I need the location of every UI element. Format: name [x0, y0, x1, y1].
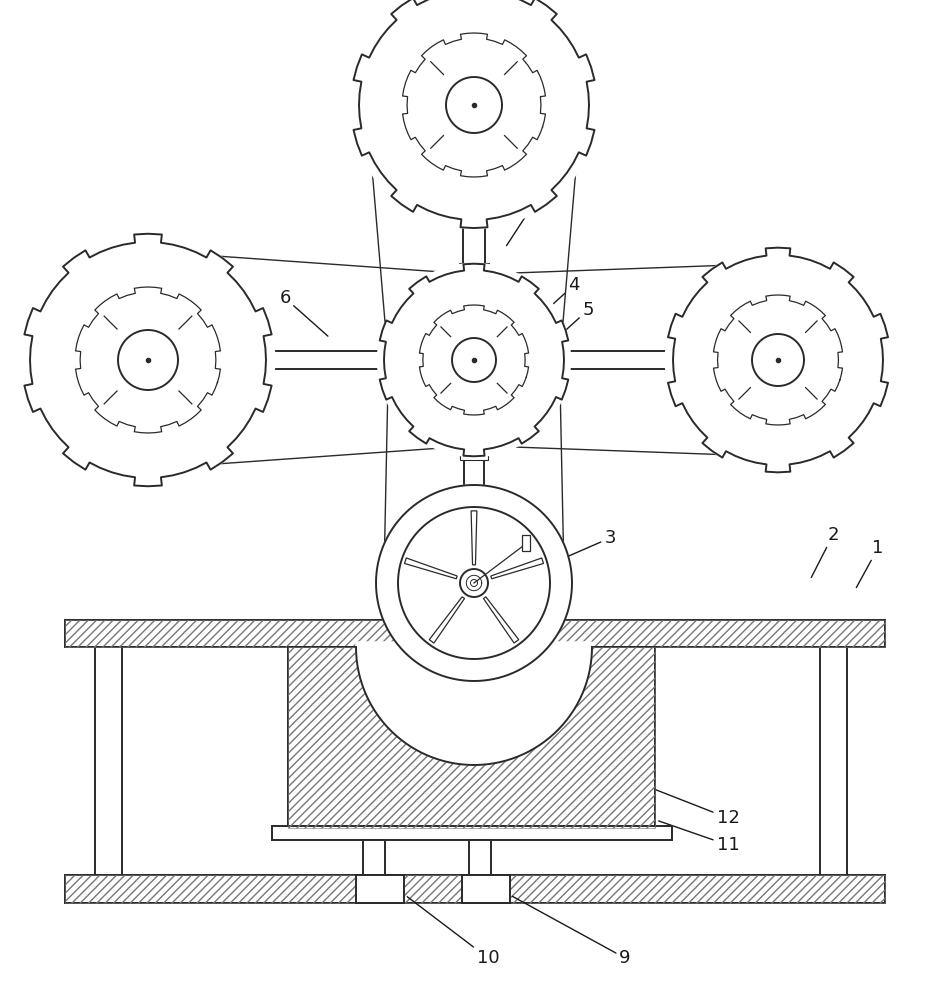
Bar	[363, 840, 385, 875]
Polygon shape	[668, 248, 888, 472]
Bar	[464, 452, 484, 534]
Bar	[460, 448, 488, 454]
Polygon shape	[25, 234, 271, 486]
Bar	[469, 840, 491, 875]
Polygon shape	[483, 597, 519, 643]
Bar	[564, 351, 673, 369]
Polygon shape	[354, 0, 594, 228]
Polygon shape	[380, 264, 568, 456]
Bar	[266, 351, 384, 369]
Polygon shape	[491, 558, 544, 579]
Circle shape	[664, 247, 891, 473]
Bar	[288, 647, 655, 828]
Text: 5: 5	[549, 301, 594, 346]
Polygon shape	[398, 507, 550, 659]
Bar	[522, 535, 530, 551]
Polygon shape	[752, 334, 804, 386]
Bar	[65, 875, 885, 903]
Text: 6: 6	[279, 289, 328, 336]
Bar	[381, 347, 388, 373]
Text: 11: 11	[659, 821, 739, 854]
Text: 4: 4	[532, 276, 580, 323]
Bar	[272, 826, 672, 840]
Polygon shape	[713, 295, 843, 425]
Polygon shape	[460, 569, 488, 597]
Polygon shape	[402, 33, 546, 177]
Bar	[459, 263, 489, 270]
Polygon shape	[452, 338, 496, 382]
Polygon shape	[471, 511, 477, 565]
Bar	[65, 620, 885, 647]
Bar	[65, 875, 885, 903]
Text: 1: 1	[856, 539, 884, 588]
Polygon shape	[471, 580, 477, 586]
Bar	[356, 875, 404, 903]
Text: 10: 10	[407, 897, 499, 967]
Bar	[288, 647, 655, 828]
Text: 3: 3	[558, 529, 616, 561]
Polygon shape	[376, 485, 572, 681]
Circle shape	[377, 263, 571, 457]
Bar	[65, 620, 885, 647]
Bar	[462, 875, 510, 903]
Polygon shape	[419, 305, 529, 415]
Polygon shape	[404, 558, 457, 579]
Text: 9: 9	[512, 896, 631, 967]
Text: 8: 8	[775, 271, 826, 316]
Bar	[463, 195, 485, 268]
Circle shape	[350, 0, 598, 229]
Polygon shape	[75, 287, 221, 433]
Polygon shape	[356, 642, 592, 765]
Bar	[459, 193, 489, 200]
Polygon shape	[118, 330, 178, 390]
Text: 7: 7	[507, 173, 554, 246]
Circle shape	[21, 233, 275, 487]
Polygon shape	[446, 77, 502, 133]
Text: 12: 12	[621, 776, 739, 827]
Polygon shape	[429, 597, 464, 643]
Text: 2: 2	[811, 526, 839, 578]
Bar	[460, 454, 488, 460]
Text: 24: 24	[754, 316, 811, 354]
Bar	[560, 347, 567, 373]
